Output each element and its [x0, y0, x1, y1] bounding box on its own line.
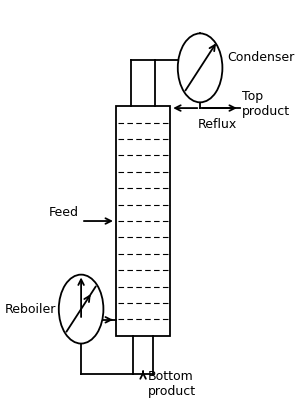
Text: Reboiler: Reboiler — [5, 303, 56, 316]
Text: Condenser: Condenser — [227, 51, 295, 64]
Circle shape — [178, 34, 222, 102]
Text: Bottom
product: Bottom product — [148, 370, 196, 398]
Text: Feed: Feed — [49, 206, 79, 219]
Bar — [116, 106, 170, 336]
Text: Top
product: Top product — [242, 90, 290, 118]
Circle shape — [59, 275, 104, 343]
Text: Reflux: Reflux — [198, 118, 237, 130]
